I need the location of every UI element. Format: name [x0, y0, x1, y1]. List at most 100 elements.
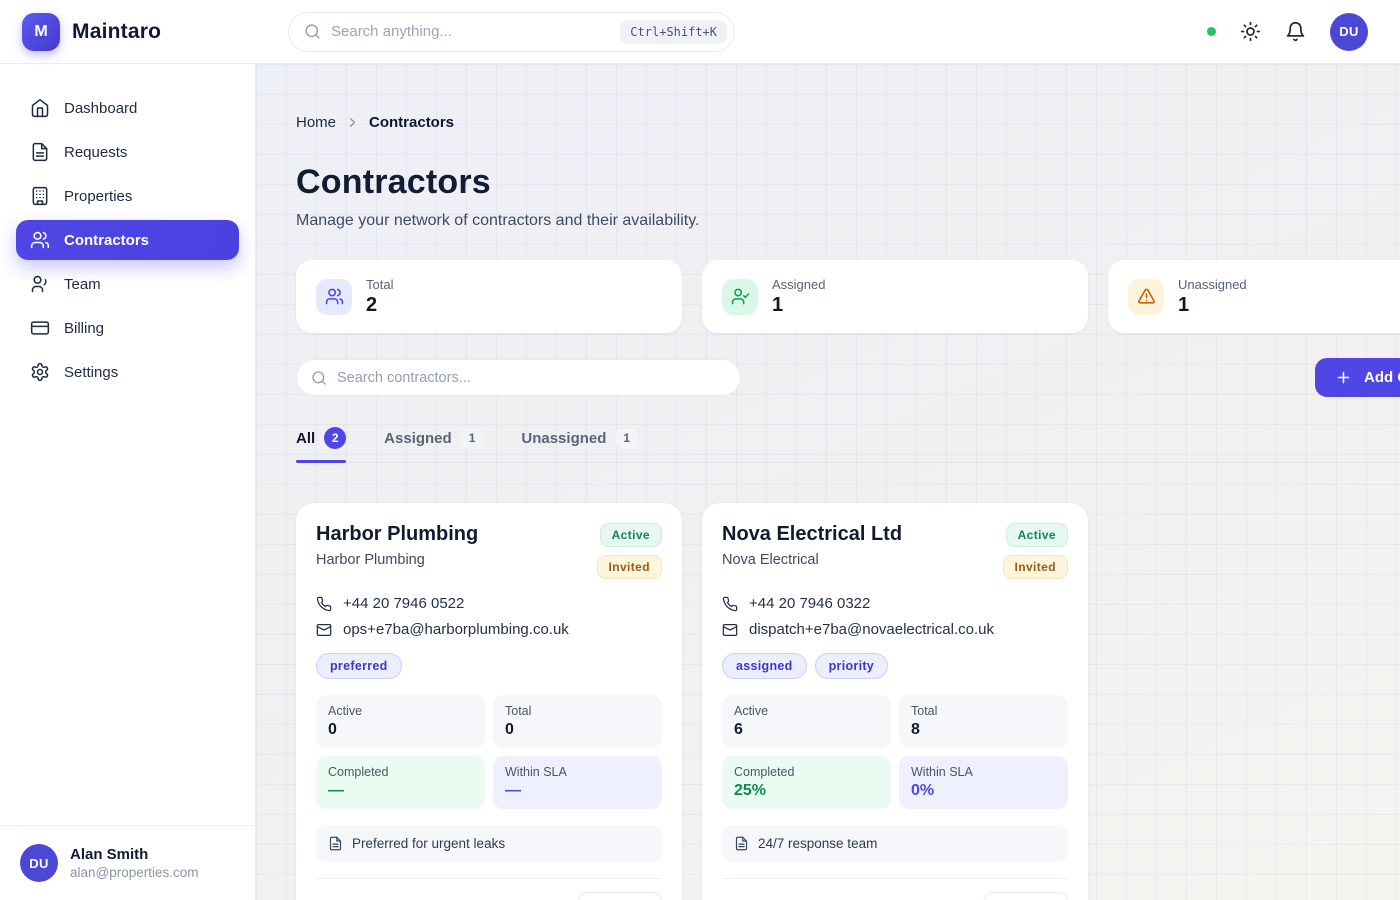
stat-card-assigned: Assigned 1 [702, 260, 1088, 333]
search-icon [304, 23, 321, 40]
chevron-right-icon [345, 115, 360, 130]
sidebar-user-name: Alan Smith [70, 846, 149, 863]
user-check-icon [722, 278, 758, 315]
contractor-email: dispatch+e7ba@novaelectrical.co.uk [749, 621, 994, 638]
contractor-note-text: 24/7 response team [758, 836, 878, 851]
sidebar-item-label: Settings [64, 363, 119, 381]
file-text-icon [734, 836, 749, 851]
contractor-tag: assigned [722, 653, 807, 679]
mini-stat-within-sla: Within SLA 0% [899, 756, 1068, 809]
sidebar-item-contractors[interactable]: Contractors [16, 220, 239, 260]
brand: M Maintaro [0, 12, 256, 51]
stat-card-total: Total 2 [296, 260, 682, 333]
page-subtitle: Manage your network of contractors and t… [296, 212, 700, 229]
breadcrumb-home[interactable]: Home [296, 114, 337, 131]
stat-card-unassigned: Unassigned 1 [1108, 260, 1400, 333]
stat-label: Total [366, 276, 394, 292]
contractor-email-row: ops+e7ba@harborplumbing.co.uk [316, 621, 662, 638]
status-badge-invited: Invited [596, 555, 662, 579]
sidebar-item-team[interactable]: Team [16, 264, 239, 304]
sidebar-item-requests[interactable]: Requests [16, 132, 239, 172]
breadcrumb-current: Contractors [369, 114, 455, 131]
mini-stat-completed: Completed — [316, 756, 485, 809]
mini-stat-active: Active 0 [316, 695, 485, 748]
tab-label: Assigned [384, 429, 452, 447]
contractor-card-nova-electrical: Nova Electrical Ltd Nova Electrical Acti… [702, 503, 1088, 900]
global-search[interactable]: Ctrl+Shift+K [288, 11, 735, 52]
stat-label: Assigned [772, 276, 826, 292]
contractor-cards: Harbor Plumbing Harbor Plumbing Active I… [296, 503, 1400, 900]
contractor-phone-row: +44 20 7946 0322 [722, 595, 1068, 612]
stat-value: 1 [772, 293, 784, 316]
gear-icon [30, 362, 50, 382]
stat-label: Unassigned [1178, 276, 1247, 292]
tab-count-badge: 1 [615, 428, 639, 448]
stat-value: 1 [1178, 293, 1190, 316]
user-avatar[interactable]: DU [1330, 12, 1368, 51]
sidebar: Dashboard Requests Properties Contractor… [0, 64, 256, 900]
file-text-icon [30, 142, 50, 162]
contractor-note: 24/7 response team [722, 825, 1068, 862]
edit-contractor-button[interactable]: Edit [983, 892, 1068, 900]
breadcrumb: Home Contractors [296, 114, 1400, 131]
credit-card-icon [30, 318, 50, 338]
tab-label: Unassigned [521, 429, 607, 447]
tab-count-badge: 1 [460, 428, 484, 448]
contractor-card-harbor-plumbing: Harbor Plumbing Harbor Plumbing Active I… [296, 503, 682, 900]
contractor-company: Harbor Plumbing [316, 552, 425, 568]
contractor-search-input[interactable] [337, 369, 726, 386]
tab-all[interactable]: All 2 [296, 427, 347, 463]
sidebar-user-card[interactable]: DU Alan Smith alan@properties.com [0, 825, 255, 900]
contractor-tag: preferred [316, 653, 402, 679]
bell-icon [1285, 21, 1306, 42]
stat-value: 2 [366, 293, 378, 316]
global-search-input[interactable] [331, 23, 611, 40]
contractor-note-text: Preferred for urgent leaks [352, 836, 506, 851]
sidebar-item-label: Billing [64, 319, 105, 337]
file-text-icon [328, 836, 343, 851]
contractor-phone: +44 20 7946 0522 [343, 595, 465, 612]
online-status-dot [1207, 27, 1216, 36]
users-icon [30, 230, 50, 250]
sidebar-item-dashboard[interactable]: Dashboard [16, 88, 239, 128]
sidebar-item-label: Contractors [64, 231, 150, 249]
sidebar-nav: Dashboard Requests Properties Contractor… [0, 64, 255, 392]
mini-stat-completed: Completed 25% [722, 756, 891, 809]
sidebar-item-label: Requests [64, 143, 128, 161]
search-shortcut-badge: Ctrl+Shift+K [620, 19, 727, 44]
edit-contractor-button[interactable]: Edit [577, 892, 662, 900]
contractor-name: Nova Electrical Ltd [722, 523, 903, 545]
notifications-button[interactable] [1285, 21, 1306, 42]
tab-label: All [296, 429, 316, 447]
status-badge-invited: Invited [1002, 555, 1068, 579]
sun-icon [1240, 21, 1261, 42]
sidebar-item-settings[interactable]: Settings [16, 352, 239, 392]
mini-stat-total: Total 0 [493, 695, 662, 748]
theme-toggle-button[interactable] [1240, 21, 1261, 42]
add-contractor-button[interactable]: Add Contractor [1315, 358, 1400, 397]
sidebar-item-label: Dashboard [64, 99, 138, 117]
brand-name: Maintaro [72, 19, 162, 43]
main-content: Home Contractors Contractors Manage your… [256, 64, 1400, 900]
home-icon [30, 98, 50, 118]
mail-icon [722, 622, 738, 638]
sidebar-item-billing[interactable]: Billing [16, 308, 239, 348]
sidebar-item-label: Properties [64, 187, 133, 205]
sidebar-item-properties[interactable]: Properties [16, 176, 239, 216]
filter-tabs: All 2 Assigned 1 Unassigned 1 [296, 427, 1400, 463]
contractor-phone-row: +44 20 7946 0522 [316, 595, 662, 612]
tab-assigned[interactable]: Assigned 1 [384, 427, 484, 462]
plus-icon [1335, 369, 1352, 386]
contractor-email-row: dispatch+e7ba@novaelectrical.co.uk [722, 621, 1068, 638]
contractor-search[interactable] [296, 359, 741, 396]
contractor-phone: +44 20 7946 0322 [749, 595, 871, 612]
status-badge-active: Active [599, 523, 662, 547]
tab-unassigned[interactable]: Unassigned 1 [521, 427, 639, 462]
mail-icon [316, 622, 332, 638]
topbar-actions: DU [1207, 12, 1400, 51]
add-contractor-label: Add Contractor [1364, 369, 1400, 386]
alert-triangle-icon [1128, 278, 1164, 315]
users-icon [316, 278, 352, 315]
mini-stat-within-sla: Within SLA — [493, 756, 662, 809]
contractors-toolbar: Add Contractor [296, 358, 1400, 397]
